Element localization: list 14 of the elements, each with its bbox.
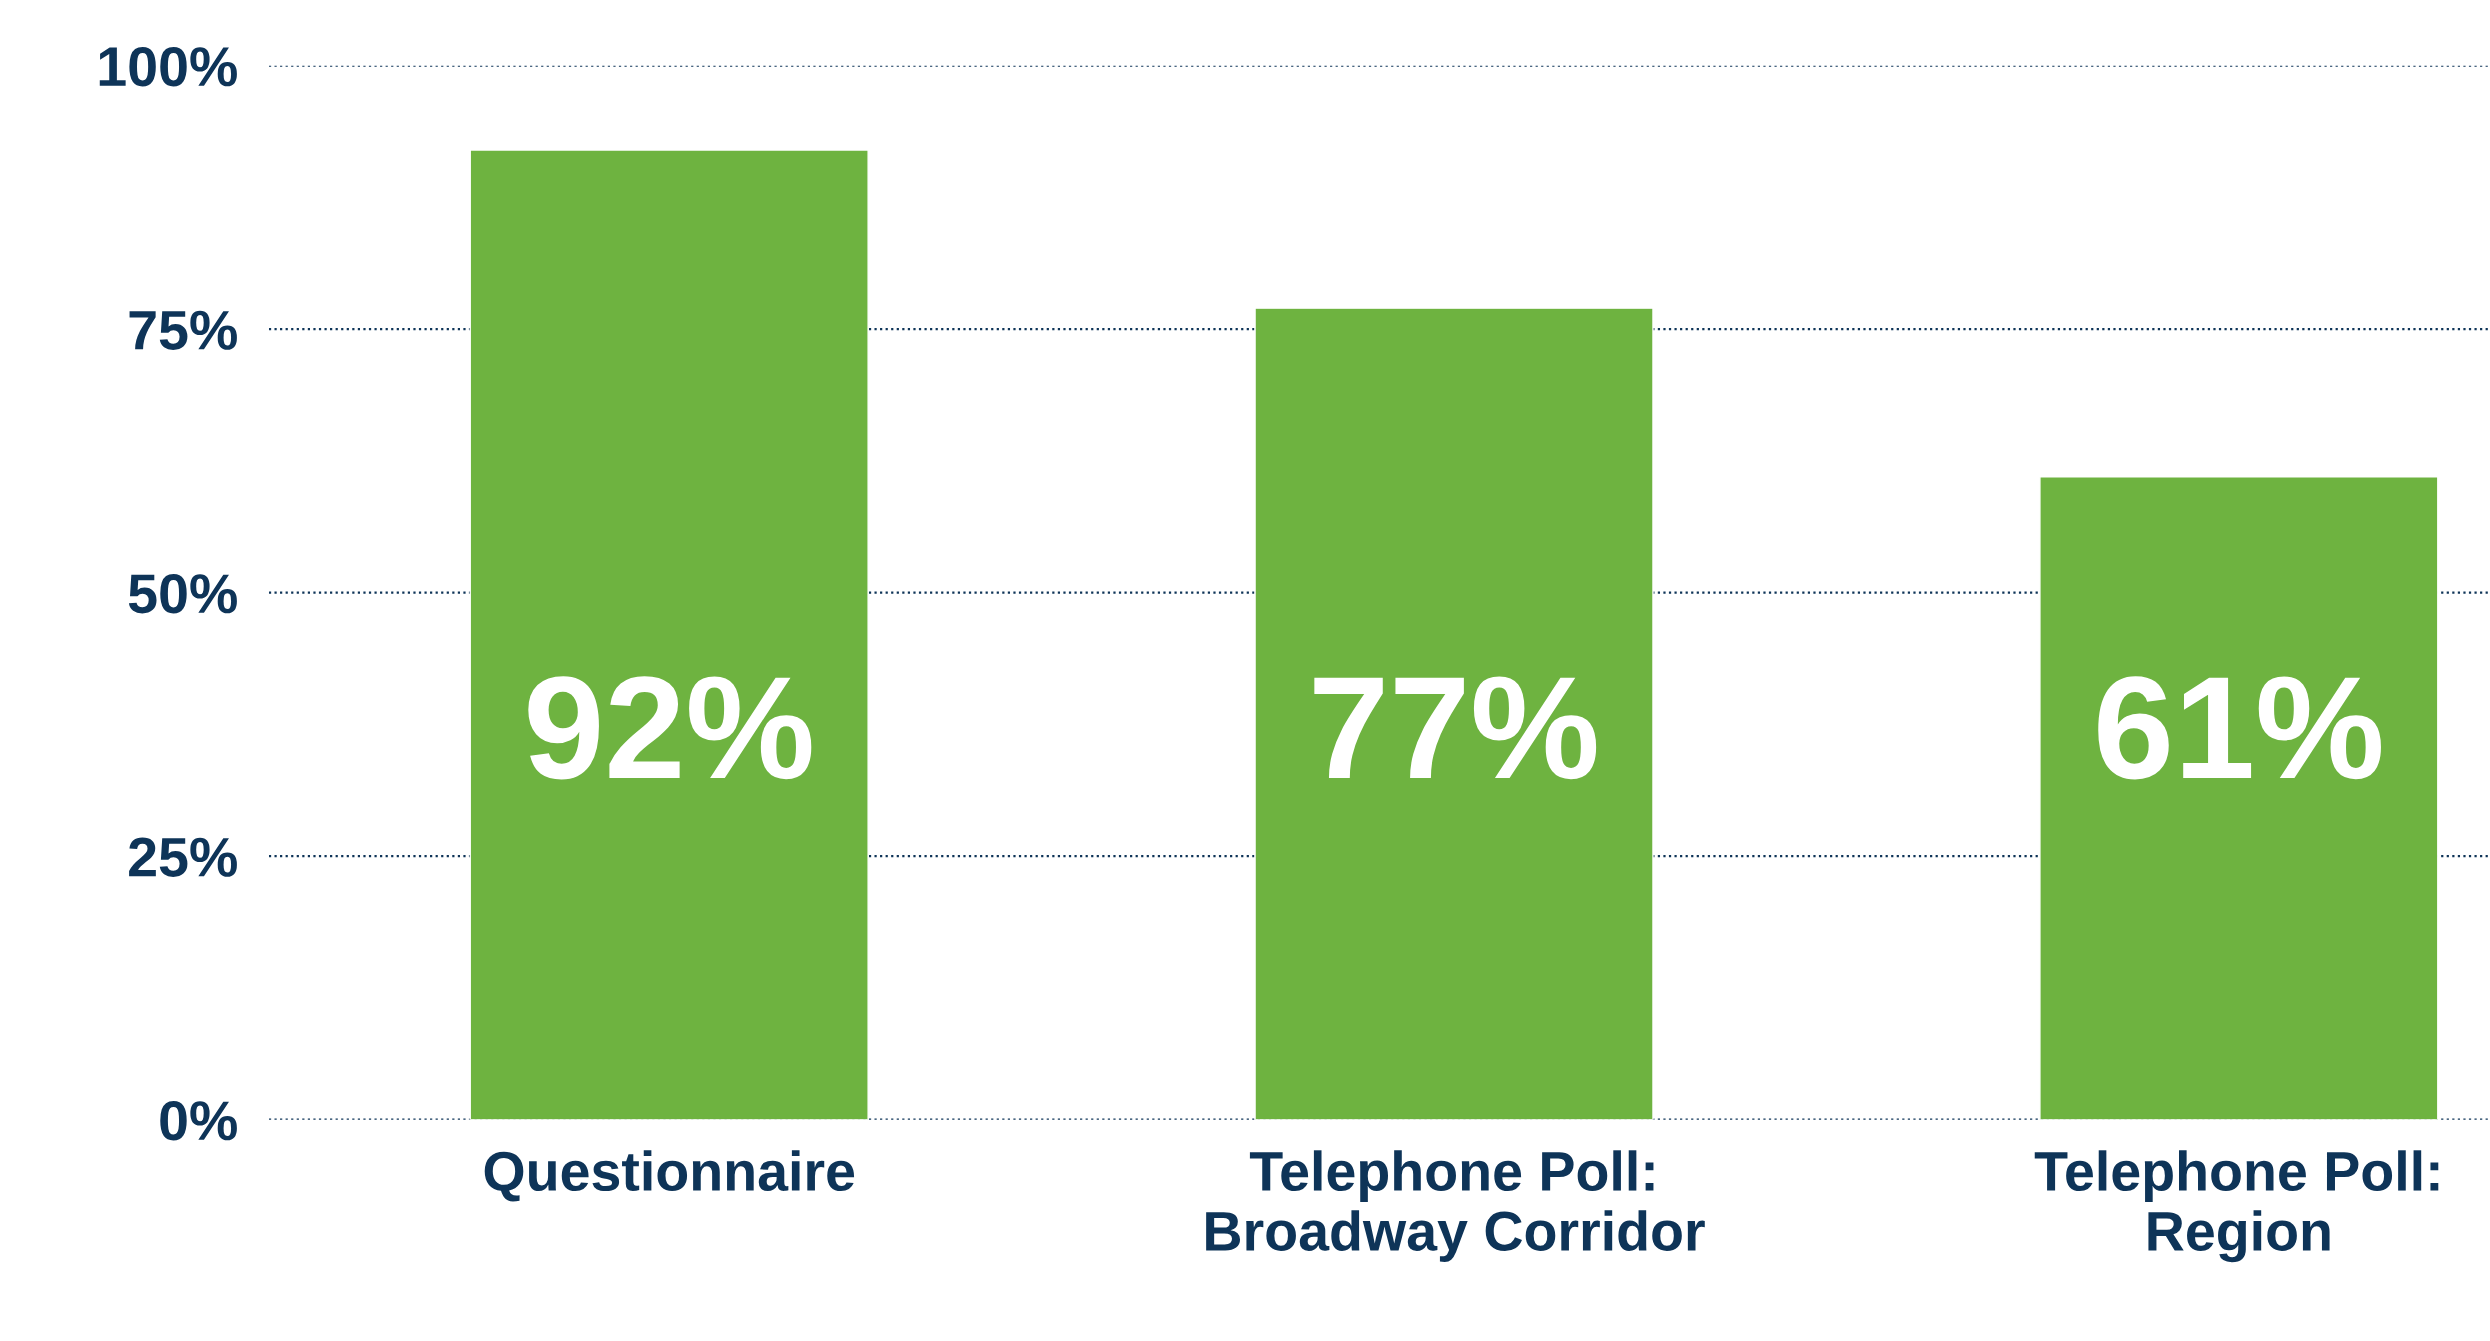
y-tick-label: 50% (128, 574, 237, 614)
bar (2039, 476, 2439, 1120)
x-tick-label: Questionnaire (484, 1150, 855, 1202)
y-tick-label: 0% (160, 1101, 237, 1141)
bar (469, 149, 869, 1120)
bar (1254, 307, 1654, 1120)
data-label: 92% (528, 676, 812, 780)
y-tick-label: 25% (129, 837, 237, 877)
y-tick-label: 100% (99, 47, 237, 87)
data-label: 77% (1314, 676, 1597, 780)
x-tick-label: Telephone Poll: Region (2034, 1150, 2439, 1263)
data-label: 61% (2098, 676, 2381, 780)
x-tick-label: Telephone Poll: Broadway Corridor (1206, 1150, 1705, 1262)
y-tick-label: 75% (129, 310, 237, 350)
